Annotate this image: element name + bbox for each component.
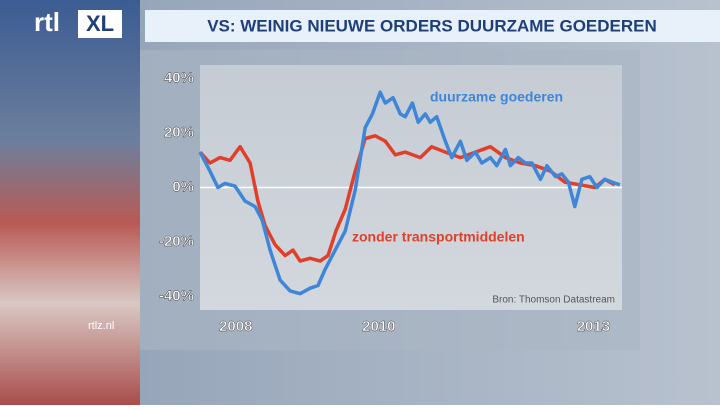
logo-xl: XL	[86, 11, 114, 36]
y-tick-label: 40%	[164, 70, 194, 87]
logo-rtl: rtl	[34, 7, 60, 37]
series-label: zonder transportmiddelen	[352, 229, 525, 245]
y-tick-label: 0%	[172, 178, 194, 195]
chart-title: VS: WEINIG NIEUWE ORDERS DUURZAME GOEDER…	[207, 16, 657, 35]
title-bar	[145, 10, 720, 42]
source: Bron: Thomson Datastream	[492, 295, 615, 306]
series-line	[198, 90, 621, 296]
x-tick-label: 2013	[577, 318, 610, 335]
y-tick-label: 20%	[164, 124, 194, 141]
y-tick-label: -20%	[159, 233, 194, 250]
logo-box	[78, 10, 122, 38]
website: rtlz.nl	[88, 320, 114, 332]
flag	[0, 0, 140, 405]
x-tick-label: 2010	[362, 318, 395, 335]
y-tick-label: -40%	[159, 287, 194, 304]
x-tick-label: 2008	[219, 318, 252, 335]
series-label: duurzame goederen	[430, 89, 563, 105]
